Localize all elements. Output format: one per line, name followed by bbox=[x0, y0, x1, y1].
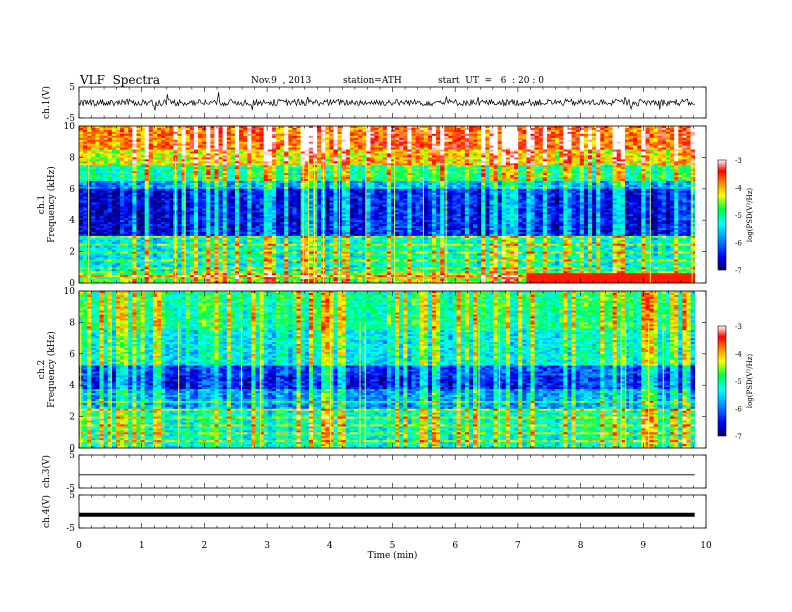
panel-ch1-spectrogram bbox=[79, 126, 706, 283]
vlf-figure: 5-5ch.1(V)0246810ch.1 Frequency (kHz)0246… bbox=[0, 0, 792, 612]
ch1-waveform-series bbox=[79, 92, 695, 110]
